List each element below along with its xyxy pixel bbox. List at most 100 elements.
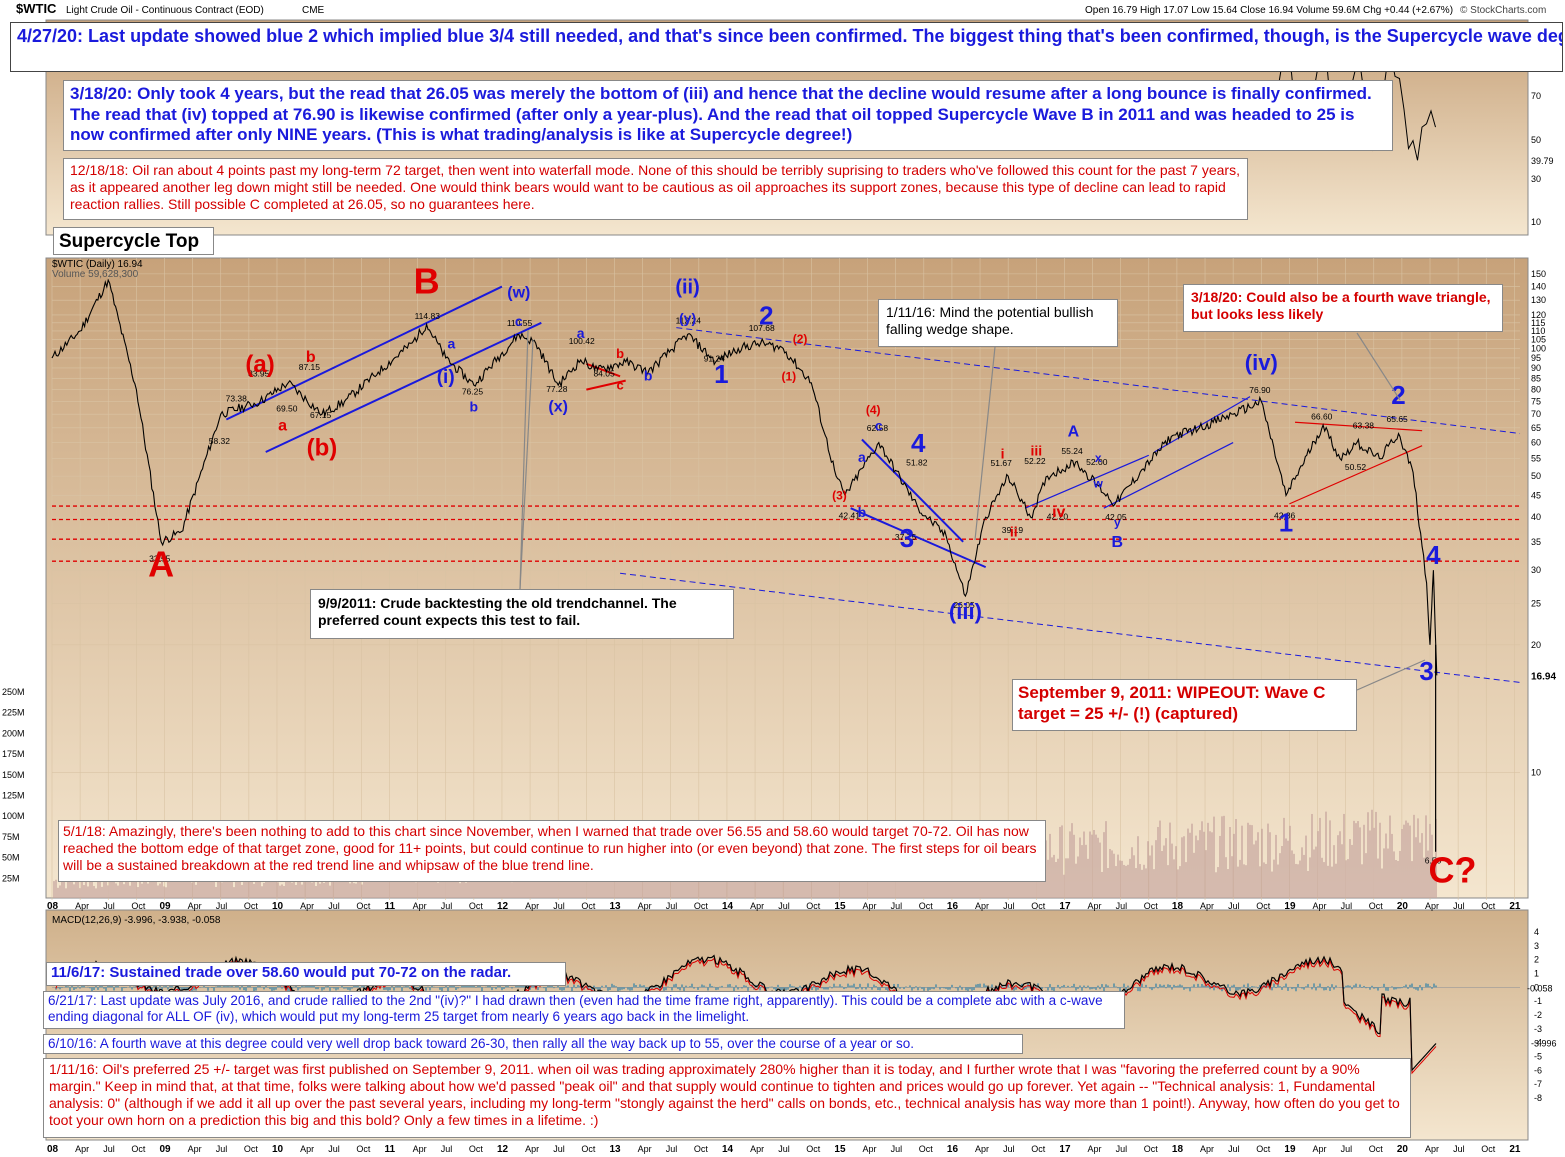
price-point-label: 76.25 <box>462 386 484 396</box>
x-tick-label-bottom: Apr <box>300 1144 314 1154</box>
x-tick-label-bottom: Jul <box>1228 1144 1240 1154</box>
price-point-label: 62.58 <box>867 423 889 433</box>
wave-label: (iv) <box>1245 350 1278 375</box>
x-tick-label: Oct <box>1031 901 1046 911</box>
x-tick-label: 17 <box>1059 901 1071 912</box>
x-tick-label: Jul <box>891 901 903 911</box>
x-tick-label-bottom: Apr <box>188 1144 202 1154</box>
falling-wedge-lower-line <box>620 572 1521 683</box>
x-tick-label: Oct <box>469 901 484 911</box>
price-point-label: 26.05 <box>953 600 975 610</box>
price-point-label: 91.24 <box>704 353 726 363</box>
x-tick-label: 11 <box>384 901 395 912</box>
x-tick-label-bottom: Oct <box>1256 1144 1271 1154</box>
annotation-2011-backtest: 9/9/2011: Crude backtesting the old tren… <box>310 589 734 639</box>
x-tick-label: Oct <box>806 901 821 911</box>
x-tick-label: Apr <box>1425 901 1439 911</box>
y-tick-label: 55 <box>1531 454 1541 464</box>
x-tick-label: Jul <box>1003 901 1015 911</box>
x-tick-label: 16 <box>947 901 959 912</box>
red-flag-lower <box>586 379 626 391</box>
macd-tick-label: -8 <box>1534 1093 1542 1103</box>
x-tick-label: Oct <box>1256 901 1271 911</box>
x-tick-label-bottom: Jul <box>666 1144 678 1154</box>
price-point-label: 42.05 <box>1105 512 1127 522</box>
volume-tick-label: 100M <box>2 811 25 821</box>
price-point-label: 66.60 <box>1311 411 1333 421</box>
chart-symbol: $WTIC <box>16 1 57 16</box>
y-tick-label: 20 <box>1531 640 1541 650</box>
upper-panel-tick: 30 <box>1531 174 1541 184</box>
callout-backtest-line-a <box>519 329 529 590</box>
wave-label: c <box>616 378 623 393</box>
price-point-label: 42.41 <box>839 510 861 520</box>
y-tick-label: 65 <box>1531 423 1541 433</box>
chart-title: Light Crude Oil - Continuous Contract (E… <box>66 5 264 16</box>
price-point-label: 58.32 <box>209 436 231 446</box>
x-tick-label-bottom: Jul <box>1003 1144 1015 1154</box>
x-tick-label: Apr <box>300 901 314 911</box>
wave-label: b <box>470 399 479 415</box>
x-tick-label-bottom: 11 <box>384 1144 395 1155</box>
x-tick-label: 15 <box>834 901 846 912</box>
x-tick-label: Apr <box>525 901 539 911</box>
header-bar <box>0 0 1565 20</box>
x-tick-label: Jul <box>441 901 453 911</box>
x-tick-label: Oct <box>919 901 934 911</box>
wave-label: w <box>1092 477 1103 491</box>
wave-label: 3 <box>900 523 914 553</box>
x-tick-label-bottom: Apr <box>975 1144 989 1154</box>
x-tick-label-bottom: Jul <box>1116 1144 1128 1154</box>
price-point-label: 83.95 <box>248 369 270 379</box>
price-point-label: 37.75 <box>895 532 917 542</box>
callout-backtest-line-b <box>519 339 534 590</box>
wave-label: a <box>447 336 455 352</box>
wave-label: A <box>1068 424 1080 441</box>
x-tick-label: Apr <box>1313 901 1327 911</box>
wave-label: (y) <box>679 310 696 326</box>
x-tick-label-bottom: Oct <box>356 1144 371 1154</box>
x-tick-label: Jul <box>1453 901 1465 911</box>
y-tick-label: 105 <box>1531 335 1546 345</box>
x-tick-label: Jul <box>1116 901 1128 911</box>
y-tick-label: 40 <box>1531 512 1541 522</box>
x-tick-label: Apr <box>1088 901 1102 911</box>
x-tick-label: 13 <box>609 901 621 912</box>
y-tick-label: 115 <box>1531 318 1545 328</box>
x-tick-label: Apr <box>188 901 202 911</box>
macd-tick-label: 0 <box>1534 982 1539 992</box>
annotation-wipeout: September 9, 2011: WIPEOUT: Wave C targe… <box>1012 679 1357 731</box>
price-point-label: 42.20 <box>1047 511 1069 521</box>
x-tick-label-bottom: Oct <box>1481 1144 1496 1154</box>
x-tick-label: Jul <box>103 901 115 911</box>
annotation-2017-11-06: 11/6/17: Sustained trade over 58.60 woul… <box>46 962 566 986</box>
x-tick-label-bottom: Apr <box>413 1144 427 1154</box>
wave-label: B <box>414 260 440 301</box>
y-tick-label: 110 <box>1531 326 1545 336</box>
annotation-2017-06-21: 6/21/17: Last update was July 2016, and … <box>43 991 1125 1029</box>
macd-tick-label: -3 <box>1534 1024 1542 1034</box>
x-tick-label: Apr <box>413 901 427 911</box>
x-tick-label-bottom: Jul <box>1453 1144 1465 1154</box>
y-tick-label: 60 <box>1531 438 1541 448</box>
annotation-2018-12-18: 12/18/18: Oil ran about 4 points past my… <box>63 158 1248 220</box>
wedge-line-b <box>850 507 987 569</box>
wave-label: x <box>1095 451 1102 465</box>
x-tick-label-bottom: Oct <box>694 1144 709 1154</box>
annotation-2020-04-27: 4/27/20: Last update showed blue 2 which… <box>10 22 1563 72</box>
x-tick-label: Oct <box>1369 901 1384 911</box>
x-tick-label-bottom: 12 <box>497 1144 509 1155</box>
annotation-2020-03-18: 3/18/20: Only took 4 years, but the read… <box>63 80 1393 151</box>
x-tick-label-bottom: Apr <box>1313 1144 1327 1154</box>
wave-label: c <box>875 418 883 434</box>
annotation-2016-06-10: 6/10/16: A fourth wave at this degree co… <box>43 1034 1023 1054</box>
y-tick-label: 70 <box>1531 409 1541 419</box>
wave-label: (w) <box>507 284 530 301</box>
y-tick-label: 35 <box>1531 537 1541 547</box>
wave-label: (b) <box>307 434 338 461</box>
x-tick-label-bottom: 10 <box>272 1144 284 1155</box>
price-point-label: 6.50 <box>1425 856 1442 866</box>
diagonal-line-a <box>1024 454 1150 509</box>
wave-label: a <box>278 418 287 435</box>
y-tick-label: 140 <box>1531 282 1546 292</box>
